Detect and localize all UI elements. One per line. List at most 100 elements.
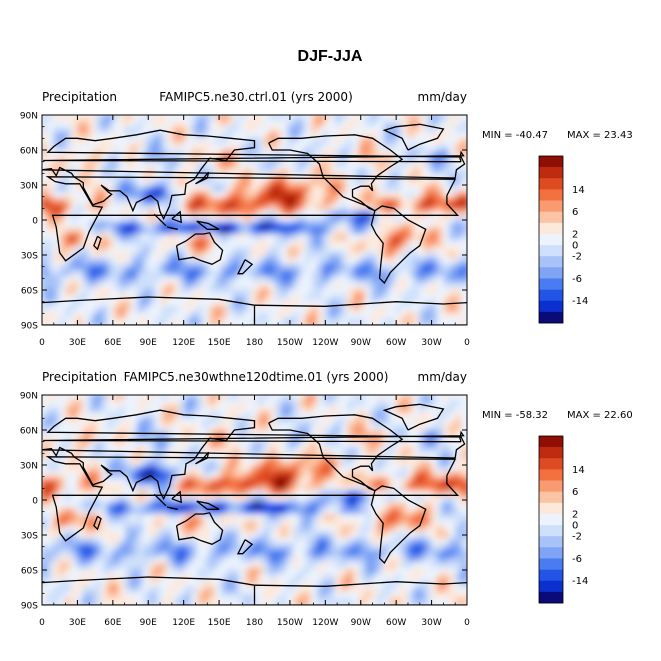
- field-cell: [221, 586, 229, 594]
- field-cell: [119, 210, 127, 218]
- field-cell: [461, 418, 467, 426]
- field-cell: [347, 115, 355, 122]
- field-cell: [149, 400, 157, 408]
- field-cell: [455, 258, 463, 266]
- field-cell: [287, 580, 295, 588]
- field-cell: [389, 586, 397, 594]
- field-cell: [137, 174, 145, 182]
- field-cell: [353, 490, 361, 498]
- field-cell: [275, 520, 283, 528]
- field-cell: [215, 400, 223, 408]
- field-cell: [209, 406, 217, 414]
- field-cell: [317, 544, 325, 552]
- field-cell: [335, 150, 343, 158]
- field-cell: [197, 270, 205, 278]
- field-cell: [59, 508, 67, 516]
- field-cell: [431, 430, 439, 438]
- field-cell: [413, 115, 421, 122]
- field-cell: [449, 568, 457, 576]
- field-cell: [401, 454, 409, 462]
- field-cell: [359, 436, 367, 444]
- field-cell: [137, 222, 145, 230]
- field-cell: [419, 562, 427, 570]
- field-cell: [245, 312, 253, 320]
- field-cell: [42, 240, 49, 248]
- field-cell: [449, 240, 457, 248]
- field-cell: [383, 502, 391, 510]
- field-cell: [443, 406, 451, 414]
- field-cell: [401, 312, 409, 320]
- field-cell: [437, 126, 445, 134]
- field-cell: [371, 186, 379, 194]
- field-cell: [191, 228, 199, 236]
- field-cell: [119, 586, 127, 594]
- field-cell: [215, 490, 223, 498]
- field-cell: [323, 430, 331, 438]
- field-cell: [347, 568, 355, 576]
- field-cell: [431, 400, 439, 408]
- field-cell: [371, 538, 379, 546]
- field-cell: [449, 115, 457, 122]
- field-cell: [185, 496, 193, 504]
- field-cell: [323, 162, 331, 170]
- field-cell: [71, 574, 79, 582]
- field-cell: [461, 550, 467, 558]
- field-cell: [341, 282, 349, 290]
- field-cell: [185, 412, 193, 420]
- field-cell: [167, 258, 175, 266]
- field-cell: [185, 484, 193, 492]
- field-cell: [305, 418, 313, 426]
- field-cell: [233, 294, 241, 302]
- field-cell: [42, 472, 49, 480]
- field-cell: [395, 138, 403, 146]
- field-cell: [185, 306, 193, 314]
- field-cell: [209, 282, 217, 290]
- field-cell: [161, 466, 169, 474]
- field-cell: [239, 400, 247, 408]
- field-cell: [155, 508, 163, 516]
- field-cell: [401, 294, 409, 302]
- field-cell: [329, 204, 337, 212]
- field-cell: [161, 264, 169, 272]
- field-cell: [401, 502, 409, 510]
- field-cell: [293, 412, 301, 420]
- field-cell: [113, 448, 121, 456]
- field-cell: [335, 418, 343, 426]
- field-cell: [299, 318, 307, 325]
- field-cell: [239, 258, 247, 266]
- field-cell: [203, 466, 211, 474]
- field-cell: [257, 412, 265, 420]
- field-cell: [95, 246, 103, 254]
- field-cell: [353, 115, 361, 122]
- field-cell: [257, 430, 265, 438]
- field-cell: [455, 150, 463, 158]
- field-cell: [89, 532, 97, 540]
- field-cell: [179, 400, 187, 408]
- field-cell: [83, 150, 91, 158]
- field-cell: [209, 204, 217, 212]
- field-cell: [77, 400, 85, 408]
- field-cell: [101, 198, 109, 206]
- field-cell: [389, 496, 397, 504]
- field-cell: [311, 222, 319, 230]
- field-cell: [95, 120, 103, 128]
- field-cell: [42, 424, 49, 432]
- colorbar-label: -14: [572, 296, 588, 307]
- field-cell: [425, 120, 433, 128]
- field-cell: [317, 580, 325, 588]
- field-cell: [149, 526, 157, 534]
- field-cell: [455, 544, 463, 552]
- field-cell: [359, 138, 367, 146]
- field-cell: [323, 300, 331, 308]
- field-cell: [149, 288, 157, 296]
- field-cell: [143, 436, 151, 444]
- field-cell: [347, 562, 355, 570]
- field-cell: [461, 448, 467, 456]
- field-cell: [77, 544, 85, 552]
- field-cell: [89, 276, 97, 284]
- field-cell: [143, 424, 151, 432]
- field-cell: [185, 144, 193, 152]
- field-cell: [65, 520, 73, 528]
- field-cell: [95, 406, 103, 414]
- field-cell: [47, 526, 55, 534]
